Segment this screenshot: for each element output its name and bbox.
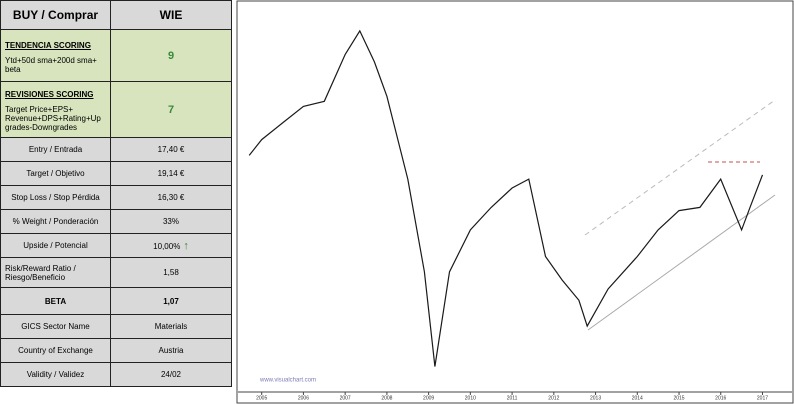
data-row: Risk/Reward Ratio / Riesgo/Beneficio 1,58	[0, 257, 232, 288]
row-label: % Weight / Ponderación	[0, 209, 111, 234]
x-tick-label: 2015	[673, 395, 684, 401]
x-tick-label: 2014	[632, 395, 643, 401]
scoring-table: BUY / Comprar WIE TENDENCIA SCORING Ytd+5…	[0, 0, 232, 387]
scoring-cell: 7	[110, 81, 232, 138]
row-value: Austria	[110, 338, 232, 363]
price-line	[248, 29, 764, 367]
row-label: Entry / Entrada	[0, 137, 111, 162]
data-row: Validity / Validez 24/02	[0, 362, 232, 387]
x-tick-label: 2005	[256, 395, 267, 401]
scoring-label: REVISIONES SCORING Target Price+EPS+ Reve…	[0, 81, 111, 138]
x-tick-label: 2016	[715, 395, 726, 401]
row-value: 17,40 €	[110, 137, 232, 162]
header-row: BUY / Comprar WIE	[0, 0, 232, 30]
row-label: Upside / Potencial	[0, 233, 111, 258]
scoring-row: REVISIONES SCORING Target Price+EPS+ Reve…	[0, 81, 232, 138]
data-row: Country of Exchange Austria	[0, 338, 232, 363]
row-value: 33%	[110, 209, 232, 234]
x-tick-label: 2007	[340, 395, 351, 401]
x-tick-label: 2008	[381, 395, 392, 401]
row-value: 10,00% ↑	[110, 233, 232, 258]
data-row: Entry / Entrada 17,40 €	[0, 137, 232, 162]
row-label: Stop Loss / Stop Pérdida	[0, 185, 111, 210]
upside-arrow: ↑	[183, 239, 189, 252]
x-tick-label: 2009	[423, 395, 434, 401]
price-chart: 2005 2006 2007 2008 2009 2010 2011 2012 2013 2014…	[236, 0, 794, 404]
watermark: www.visualchart.com	[259, 378, 316, 384]
data-row: BETA 1,07	[0, 287, 232, 315]
scoring-row: TENDENCIA SCORING Ytd+50d sma+200d sma+ b…	[0, 29, 232, 82]
scoring-value: 9	[167, 49, 175, 62]
row-label: Target / Objetivo	[0, 161, 111, 186]
scoring-value: 7	[167, 103, 175, 116]
scoring-label: TENDENCIA SCORING Ytd+50d sma+200d sma+ b…	[0, 29, 111, 82]
row-value: 1,58	[110, 257, 232, 288]
row-value: Materials	[110, 314, 232, 339]
row-value: 1,07	[110, 287, 232, 315]
x-tick-label: 2013	[590, 395, 601, 401]
scoring-text: Ytd+50d sma+200d sma+ beta	[5, 55, 97, 74]
scoring-cell: 9	[110, 29, 232, 82]
data-row: Target / Objetivo 19,14 €	[0, 161, 232, 186]
row-label: Risk/Reward Ratio / Riesgo/Beneficio	[0, 257, 111, 288]
scoring-title: TENDENCIA SCORING	[5, 40, 91, 50]
row-label: Country of Exchange	[0, 338, 111, 363]
scoring-title: REVISIONES SCORING	[5, 90, 94, 99]
x-tick-label: 2012	[548, 395, 559, 401]
x-tick-label: 2010	[465, 395, 476, 401]
row-value: 24/02	[110, 362, 232, 387]
row-value: 19,14 €	[110, 161, 232, 186]
data-row: Stop Loss / Stop Pérdida 16,30 €	[0, 185, 232, 210]
x-tick-label: 2006	[298, 395, 309, 401]
row-label: BETA	[0, 287, 111, 315]
x-tick-label: 2017	[757, 395, 768, 401]
data-row: % Weight / Ponderación 33%	[0, 209, 232, 234]
header-ticker: WIE	[110, 0, 232, 30]
chart-frame	[236, 0, 794, 404]
row-label: Validity / Validez	[0, 362, 111, 387]
data-row: GICS Sector Name Materials	[0, 314, 232, 339]
support-trendline	[587, 194, 776, 331]
data-row: Upside / Potencial 10,00% ↑	[0, 233, 232, 258]
channel-line	[584, 99, 776, 236]
x-tick-label: 2011	[507, 395, 518, 401]
row-label: GICS Sector Name	[0, 314, 111, 339]
header-label: BUY / Comprar	[0, 0, 111, 30]
scoring-text: Target Price+EPS+ Revenue+DPS+Rating+Up …	[5, 105, 101, 132]
row-value: 16,30 €	[110, 185, 232, 210]
